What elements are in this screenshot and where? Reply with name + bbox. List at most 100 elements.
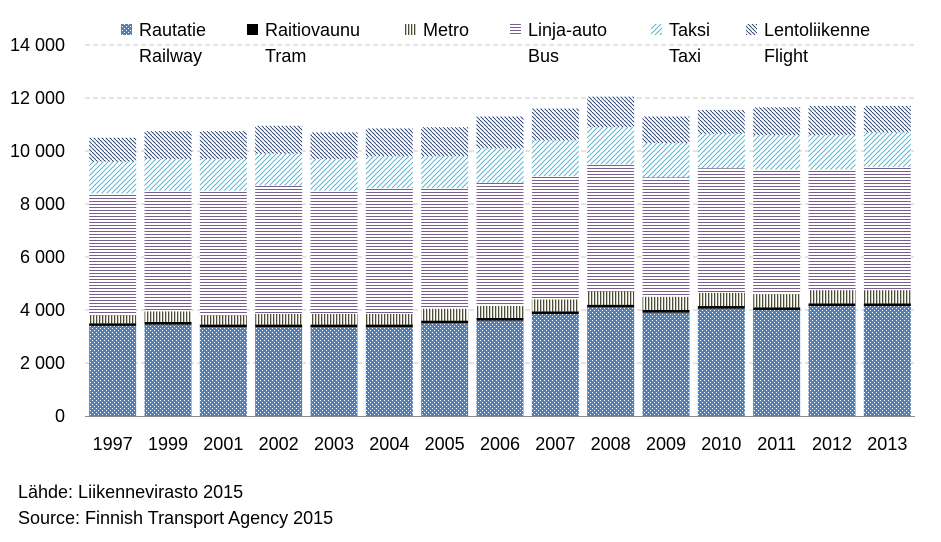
bar-segment-linja-auto <box>753 169 801 295</box>
bar-segment-metro <box>697 292 745 307</box>
bar-segment-lentoliikenne <box>531 108 579 141</box>
bar-stack-1999 <box>144 131 192 416</box>
x-tick-label: 2013 <box>867 434 907 454</box>
bar-stack-2007 <box>531 108 579 416</box>
bar-segment-raitiovaunu <box>89 323 137 326</box>
bar-segment-taksi <box>642 143 690 178</box>
bar-segment-raitiovaunu <box>697 306 745 309</box>
y-tick-label: 0 <box>55 406 65 426</box>
bar-segment-taksi <box>144 158 192 191</box>
bar-stack-2006 <box>476 116 524 416</box>
bar-segment-rautatie <box>808 306 856 416</box>
legend-item-linja-auto: Linja-auto Bus <box>510 20 607 66</box>
legend-swatch <box>651 24 662 35</box>
bar-segment-linja-auto <box>697 168 745 293</box>
legend-swatch <box>121 24 132 35</box>
bar-segment-linja-auto <box>863 166 911 291</box>
bar-segment-linja-auto <box>144 190 192 312</box>
bar-stack-2011 <box>753 107 801 416</box>
bar-segment-linja-auto <box>199 190 247 316</box>
bar-segment-rautatie <box>199 327 247 416</box>
legend-label: Raitiovaunu <box>265 20 360 40</box>
y-tick-label: 8 000 <box>20 194 65 214</box>
bar-segment-metro <box>89 315 137 324</box>
bar-segment-metro <box>476 306 524 318</box>
bar-segment-linja-auto <box>531 176 579 300</box>
legend-swatch <box>746 24 757 35</box>
legend: Rautatie Railway Raitiovaunu Tram Metro Linja… <box>121 20 870 66</box>
bar-segment-taksi <box>863 132 911 167</box>
bar-segment-rautatie <box>587 307 635 416</box>
bar-segment-rautatie <box>476 320 524 416</box>
bar-segment-metro <box>421 308 469 321</box>
bar-segment-rautatie <box>365 327 413 416</box>
bar-segment-lentoliikenne <box>199 131 247 159</box>
bar-segment-rautatie <box>89 325 137 416</box>
bar-segment-rautatie <box>642 312 690 416</box>
bar-segment-raitiovaunu <box>310 324 358 328</box>
bar-segment-raitiovaunu <box>255 324 303 328</box>
y-tick-label: 14 000 <box>10 35 65 55</box>
bar-segment-lentoliikenne <box>753 107 801 136</box>
bar-segment-linja-auto <box>365 188 413 314</box>
bar-segment-metro <box>531 299 579 312</box>
bar-segment-taksi <box>365 156 413 189</box>
y-axis: 0 2 000 4 000 6 000 8 000 10 000 12 000 14 000 <box>10 35 65 426</box>
bar-segment-rautatie <box>310 327 358 416</box>
bar-segment-lentoliikenne <box>89 137 137 162</box>
x-tick-label: 2011 <box>757 434 796 454</box>
bar-segment-taksi <box>310 158 358 191</box>
bar-segment-metro <box>642 296 690 310</box>
bar-segment-metro <box>863 290 911 304</box>
bar-segment-taksi <box>89 161 137 194</box>
bar-segment-raitiovaunu <box>587 304 635 308</box>
bar-segment-taksi <box>753 135 801 170</box>
bar-segment-linja-auto <box>587 164 635 292</box>
bar-segment-linja-auto <box>642 177 690 297</box>
x-tick-label: 2007 <box>535 434 575 454</box>
bar-stack-2012 <box>808 105 856 416</box>
bar-segment-raitiovaunu <box>144 321 192 325</box>
bar-segment-lentoliikenne <box>587 96 635 128</box>
y-tick-label: 12 000 <box>10 88 65 108</box>
bar-segment-linja-auto <box>808 169 856 291</box>
x-tick-label: 2012 <box>812 434 852 454</box>
bar-segment-lentoliikenne <box>863 105 911 133</box>
x-tick-label: 2005 <box>425 434 465 454</box>
bar-segment-taksi <box>199 158 247 191</box>
legend-label: Lentoliikenne <box>764 20 870 40</box>
y-tick-label: 4 000 <box>20 300 65 320</box>
bar-segment-metro <box>587 291 635 305</box>
legend-label: Taksi <box>669 20 710 40</box>
bar-segment-taksi <box>421 156 469 189</box>
bar-segment-metro <box>144 311 192 322</box>
bar-segment-rautatie <box>531 313 579 416</box>
bar-segment-raitiovaunu <box>199 324 247 328</box>
bar-stack-2009 <box>642 116 690 416</box>
legend-label: Rautatie <box>139 20 206 40</box>
legend-label-english: Bus <box>528 46 559 66</box>
bar-segment-rautatie <box>863 306 911 416</box>
legend-item-metro: Metro <box>405 20 469 40</box>
x-tick-label: 2010 <box>701 434 741 454</box>
bar-segment-taksi <box>808 135 856 170</box>
legend-item-taksi: Taksi Taxi <box>651 20 710 66</box>
bar-segment-raitiovaunu <box>808 303 856 307</box>
bar-segment-lentoliikenne <box>421 127 469 157</box>
legend-item-lentoliikenne: Lentoliikenne Flight <box>746 20 870 66</box>
bar-segment-linja-auto <box>89 193 137 316</box>
bar-segment-metro <box>808 290 856 304</box>
bar-segment-linja-auto <box>310 190 358 314</box>
bar-segment-metro <box>255 313 303 325</box>
source-english: Source: Finnish Transport Agency 2015 <box>18 508 334 528</box>
x-tick-label: 2004 <box>369 434 409 454</box>
x-axis: 1997 1999 2001 2002 2003 2004 2005 2006 2007 2008… <box>85 416 915 454</box>
x-tick-label: 2006 <box>480 434 520 454</box>
bar-segment-taksi <box>587 127 635 165</box>
bar-segment-metro <box>753 294 801 308</box>
bar-segment-taksi <box>255 153 303 186</box>
legend-swatch <box>405 24 416 35</box>
x-tick-label: 2002 <box>259 434 299 454</box>
legend-label-english: Taxi <box>669 46 701 66</box>
